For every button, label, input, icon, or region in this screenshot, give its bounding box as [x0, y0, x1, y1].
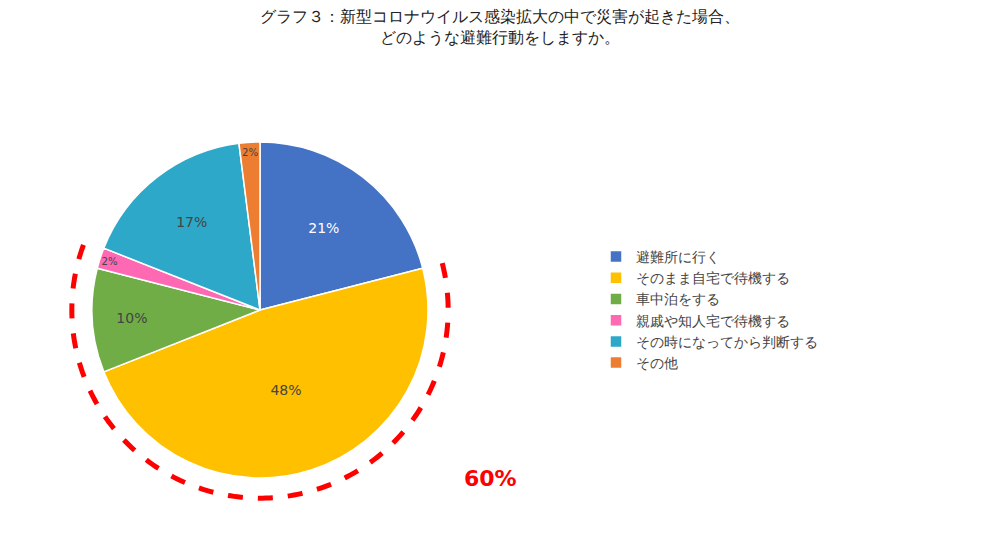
svg-text:48%: 48%: [270, 382, 301, 398]
svg-text:その他: その他: [636, 355, 678, 371]
svg-text:17%: 17%: [176, 214, 207, 230]
svg-text:2%: 2%: [242, 147, 258, 158]
svg-text:避難所に行く: 避難所に行く: [636, 249, 720, 265]
svg-text:親戚や知人宅で待機する: 親戚や知人宅で待機する: [636, 313, 790, 329]
svg-text:60%: 60%: [464, 466, 517, 491]
svg-text:車中泊をする: 車中泊をする: [636, 291, 720, 307]
svg-text:グラフ３：新型コロナウイルス感染拡大の中で災害が起きた場合、: グラフ３：新型コロナウイルス感染拡大の中で災害が起きた場合、どのような避難行動を…: [260, 7, 740, 47]
svg-text:21%: 21%: [308, 220, 339, 236]
svg-text:その時になってから判断する: その時になってから判断する: [636, 334, 818, 350]
svg-text:2%: 2%: [102, 256, 118, 267]
svg-text:10%: 10%: [116, 310, 147, 326]
svg-text:そのまま自宅で待機する: そのまま自宅で待機する: [636, 270, 790, 286]
